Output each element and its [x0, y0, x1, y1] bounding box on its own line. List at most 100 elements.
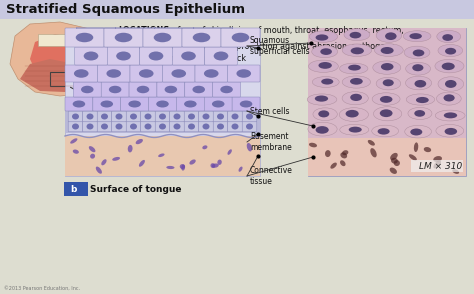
FancyBboxPatch shape: [213, 82, 240, 97]
Ellipse shape: [414, 142, 418, 152]
Ellipse shape: [307, 94, 337, 105]
FancyBboxPatch shape: [77, 27, 116, 29]
FancyBboxPatch shape: [64, 182, 88, 196]
Ellipse shape: [445, 80, 456, 88]
Ellipse shape: [232, 33, 249, 42]
Ellipse shape: [184, 101, 197, 108]
FancyBboxPatch shape: [97, 111, 112, 122]
FancyBboxPatch shape: [141, 111, 155, 122]
FancyBboxPatch shape: [140, 47, 172, 65]
Ellipse shape: [116, 113, 122, 119]
Ellipse shape: [116, 123, 122, 129]
FancyBboxPatch shape: [38, 34, 73, 46]
Ellipse shape: [246, 113, 253, 119]
Ellipse shape: [315, 96, 328, 102]
FancyBboxPatch shape: [204, 97, 232, 111]
Ellipse shape: [321, 78, 333, 85]
FancyBboxPatch shape: [232, 97, 260, 111]
FancyBboxPatch shape: [170, 111, 184, 122]
FancyBboxPatch shape: [65, 97, 93, 111]
Ellipse shape: [410, 33, 422, 39]
FancyBboxPatch shape: [0, 19, 474, 294]
FancyBboxPatch shape: [213, 111, 228, 122]
Polygon shape: [10, 22, 108, 96]
FancyBboxPatch shape: [155, 27, 194, 29]
FancyBboxPatch shape: [121, 97, 148, 111]
Ellipse shape: [378, 128, 390, 135]
Ellipse shape: [433, 161, 441, 168]
Ellipse shape: [107, 69, 121, 78]
Ellipse shape: [202, 113, 210, 119]
FancyBboxPatch shape: [308, 28, 466, 176]
Ellipse shape: [172, 69, 186, 78]
Ellipse shape: [116, 51, 131, 61]
FancyBboxPatch shape: [242, 121, 257, 132]
Ellipse shape: [149, 51, 164, 61]
Ellipse shape: [145, 123, 152, 129]
Ellipse shape: [383, 79, 394, 86]
Ellipse shape: [381, 63, 393, 70]
Ellipse shape: [173, 123, 181, 129]
Text: LM × 310: LM × 310: [419, 161, 462, 171]
Ellipse shape: [313, 108, 337, 121]
FancyBboxPatch shape: [126, 121, 141, 132]
FancyBboxPatch shape: [130, 65, 163, 82]
FancyBboxPatch shape: [112, 111, 126, 122]
FancyBboxPatch shape: [308, 138, 466, 176]
Ellipse shape: [374, 44, 403, 56]
Ellipse shape: [437, 92, 461, 105]
FancyBboxPatch shape: [185, 82, 213, 97]
Ellipse shape: [158, 153, 164, 157]
Polygon shape: [30, 34, 95, 76]
Text: Stratified Squamous Epithelium: Stratified Squamous Epithelium: [6, 3, 245, 16]
Ellipse shape: [318, 110, 329, 117]
Ellipse shape: [173, 113, 181, 119]
FancyBboxPatch shape: [308, 28, 466, 138]
Ellipse shape: [139, 69, 154, 78]
Ellipse shape: [128, 145, 133, 152]
Ellipse shape: [330, 163, 337, 169]
Ellipse shape: [442, 63, 455, 70]
FancyBboxPatch shape: [68, 111, 83, 122]
Ellipse shape: [72, 123, 79, 129]
Ellipse shape: [370, 148, 377, 157]
Ellipse shape: [115, 33, 132, 42]
Ellipse shape: [445, 128, 457, 135]
FancyBboxPatch shape: [148, 97, 176, 111]
Ellipse shape: [316, 34, 328, 41]
Ellipse shape: [339, 108, 368, 121]
FancyBboxPatch shape: [98, 65, 130, 82]
Ellipse shape: [70, 138, 77, 144]
Ellipse shape: [424, 147, 431, 152]
Ellipse shape: [181, 51, 196, 61]
Ellipse shape: [96, 166, 102, 174]
FancyBboxPatch shape: [65, 136, 260, 176]
FancyBboxPatch shape: [221, 28, 260, 47]
Ellipse shape: [101, 123, 108, 129]
Ellipse shape: [405, 125, 431, 138]
FancyBboxPatch shape: [126, 111, 141, 122]
Ellipse shape: [190, 159, 196, 165]
Ellipse shape: [340, 152, 347, 158]
FancyBboxPatch shape: [184, 121, 199, 132]
Ellipse shape: [349, 127, 362, 133]
FancyBboxPatch shape: [182, 28, 221, 47]
Ellipse shape: [181, 164, 185, 171]
Ellipse shape: [381, 47, 393, 54]
Ellipse shape: [166, 166, 174, 169]
FancyBboxPatch shape: [73, 82, 101, 97]
Text: Stem cells: Stem cells: [250, 106, 290, 116]
FancyBboxPatch shape: [194, 27, 233, 29]
Ellipse shape: [212, 163, 219, 168]
Ellipse shape: [312, 46, 337, 58]
Ellipse shape: [406, 76, 432, 90]
Ellipse shape: [444, 112, 457, 118]
Ellipse shape: [101, 113, 108, 119]
Text: LOCATIONS:: LOCATIONS:: [118, 26, 173, 35]
Ellipse shape: [308, 122, 337, 136]
Ellipse shape: [374, 107, 402, 121]
Ellipse shape: [414, 110, 425, 117]
FancyBboxPatch shape: [228, 65, 260, 82]
Ellipse shape: [390, 168, 397, 174]
Ellipse shape: [350, 94, 362, 101]
